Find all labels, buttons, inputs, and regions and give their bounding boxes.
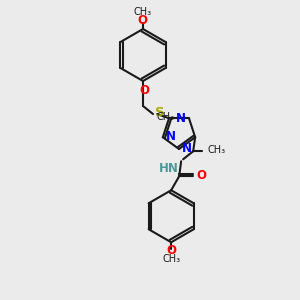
Text: N: N [166, 130, 176, 143]
Text: CH₃: CH₃ [162, 254, 180, 264]
Text: N: N [176, 112, 186, 125]
Text: CH₃: CH₃ [134, 7, 152, 17]
Text: O: O [139, 84, 149, 97]
Text: S: S [155, 106, 165, 119]
Text: O: O [137, 14, 147, 27]
Text: HN: HN [159, 162, 179, 175]
Text: CH₃: CH₃ [157, 112, 175, 122]
Text: CH₃: CH₃ [207, 145, 225, 155]
Text: N: N [182, 142, 192, 155]
Text: O: O [166, 244, 176, 257]
Text: O: O [196, 169, 206, 182]
